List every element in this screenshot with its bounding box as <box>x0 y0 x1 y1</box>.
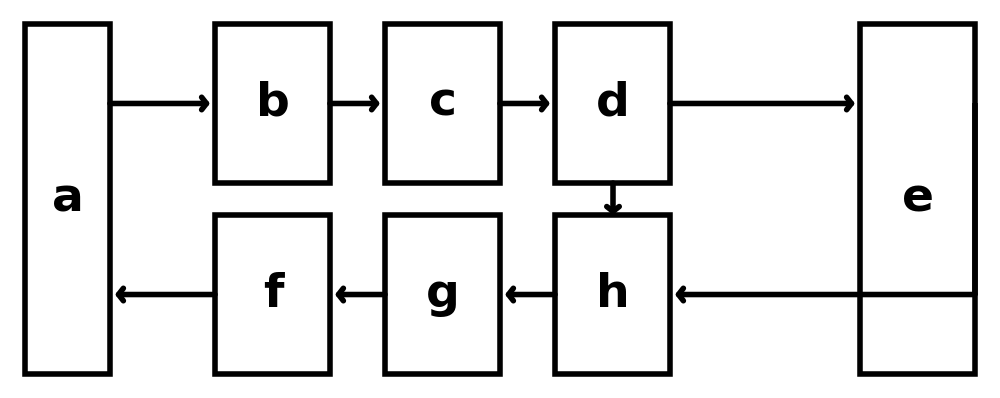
Bar <box>385 24 500 183</box>
Bar <box>215 215 330 374</box>
Bar <box>25 24 110 374</box>
Bar <box>555 24 670 183</box>
Text: a: a <box>52 176 84 222</box>
Text: d: d <box>596 81 630 126</box>
Text: c: c <box>429 81 457 126</box>
Text: f: f <box>263 272 283 317</box>
Text: h: h <box>596 272 630 317</box>
Text: e: e <box>902 176 934 222</box>
Text: g: g <box>426 272 460 317</box>
Bar <box>860 24 975 374</box>
Bar <box>215 24 330 183</box>
Bar <box>555 215 670 374</box>
Bar <box>385 215 500 374</box>
Text: b: b <box>256 81 290 126</box>
